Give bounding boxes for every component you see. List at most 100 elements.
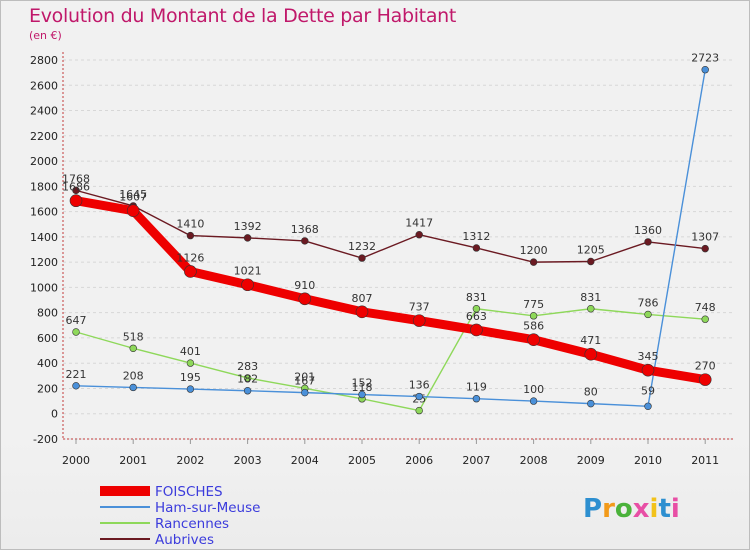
data-point [412, 314, 426, 327]
data-point [529, 258, 538, 266]
data-point [587, 399, 595, 408]
y-tick-label: -200 [33, 433, 58, 446]
data-label: 136 [409, 379, 430, 392]
data-point [184, 265, 197, 278]
data-label: 2723 [691, 52, 719, 65]
data-point [529, 312, 538, 320]
y-tick-label: 2000 [30, 155, 58, 168]
data-label: 586 [523, 320, 544, 333]
data-point [415, 231, 423, 239]
chart-title: Evolution du Montant de la Dette par Hab… [29, 5, 457, 27]
legend-label: Rancennes [155, 516, 229, 532]
data-point [301, 388, 309, 397]
proxiti-logo: Proxiti [583, 494, 680, 524]
data-point [129, 383, 137, 392]
y-tick-label: 600 [37, 332, 58, 345]
series-line [75, 69, 706, 407]
x-tick-label: 2010 [634, 454, 662, 467]
data-label: 195 [180, 371, 201, 384]
y-tick-label: 0 [51, 408, 58, 421]
data-point [298, 292, 312, 306]
data-point [129, 344, 137, 352]
chart-subtitle: (en €) [29, 29, 62, 42]
x-tick-label: 2011 [691, 454, 719, 467]
data-label: 1368 [291, 223, 319, 236]
x-tick-label: 2006 [405, 454, 433, 467]
data-point [243, 234, 252, 242]
data-label: 748 [695, 301, 716, 314]
x-tick-label: 2001 [119, 454, 147, 467]
data-point [644, 310, 652, 319]
data-label: 167 [294, 375, 315, 388]
y-tick-label: 800 [37, 307, 58, 320]
data-point [644, 238, 652, 246]
x-tick-label: 2000 [62, 454, 90, 467]
legend-label: Ham-sur-Meuse [155, 500, 260, 516]
data-point [641, 363, 655, 377]
data-point [358, 254, 366, 262]
data-point [584, 347, 598, 361]
data-point [587, 305, 595, 313]
data-point [241, 278, 254, 292]
data-label: 647 [66, 314, 87, 327]
data-point [472, 394, 481, 403]
data-label: 1126 [176, 251, 204, 264]
data-point [644, 402, 652, 410]
data-label: 663 [466, 310, 487, 323]
data-point [186, 359, 195, 367]
x-tick-label: 2007 [462, 454, 490, 467]
data-label: 1200 [520, 244, 548, 257]
data-point [72, 382, 80, 390]
data-label: 152 [352, 377, 373, 390]
data-label: 401 [180, 345, 201, 358]
y-tick-label: 2200 [30, 130, 58, 143]
data-label: 1360 [634, 224, 662, 237]
y-tick-label: 1600 [30, 206, 58, 219]
data-point [186, 231, 195, 240]
x-tick-label: 2004 [291, 454, 319, 467]
data-label: 270 [695, 360, 716, 373]
y-tick-label: 2800 [30, 54, 58, 67]
data-point [701, 244, 709, 253]
data-label: 182 [237, 373, 258, 386]
y-tick-label: 1200 [30, 256, 58, 269]
data-point [472, 305, 481, 313]
x-tick-label: 2008 [520, 454, 548, 467]
data-point [527, 333, 540, 347]
data-label: 208 [123, 369, 144, 382]
data-label: 1312 [462, 230, 490, 243]
data-point [301, 237, 309, 245]
data-label: 775 [523, 298, 544, 311]
data-point [415, 392, 423, 401]
data-label: 1645 [119, 188, 147, 201]
series-line [71, 196, 710, 385]
data-point [243, 387, 252, 395]
series-line [75, 189, 706, 263]
data-point [701, 66, 709, 74]
data-point [415, 406, 423, 415]
y-tick-label: 1800 [30, 180, 58, 193]
data-point [69, 194, 83, 208]
data-point [126, 204, 140, 218]
data-label: 80 [584, 386, 598, 399]
data-label: 737 [409, 301, 430, 314]
data-label: 221 [66, 368, 87, 381]
data-label: 1232 [348, 240, 376, 253]
data-point [701, 315, 709, 323]
data-point [72, 186, 80, 195]
data-label: 1607 [119, 191, 147, 204]
data-point [472, 244, 481, 252]
data-label: 1686 [62, 181, 90, 194]
y-tick-label: 2600 [30, 79, 58, 92]
y-tick-label: 400 [37, 357, 58, 370]
data-label: 1021 [234, 265, 262, 278]
data-label: 1417 [405, 217, 433, 230]
data-label: 1410 [176, 218, 204, 231]
x-tick-label: 2005 [348, 454, 376, 467]
data-label: 518 [123, 330, 144, 343]
data-point [186, 385, 195, 393]
data-label: 1205 [577, 244, 605, 257]
x-tick-label: 2003 [234, 454, 262, 467]
data-label: 283 [237, 360, 258, 373]
